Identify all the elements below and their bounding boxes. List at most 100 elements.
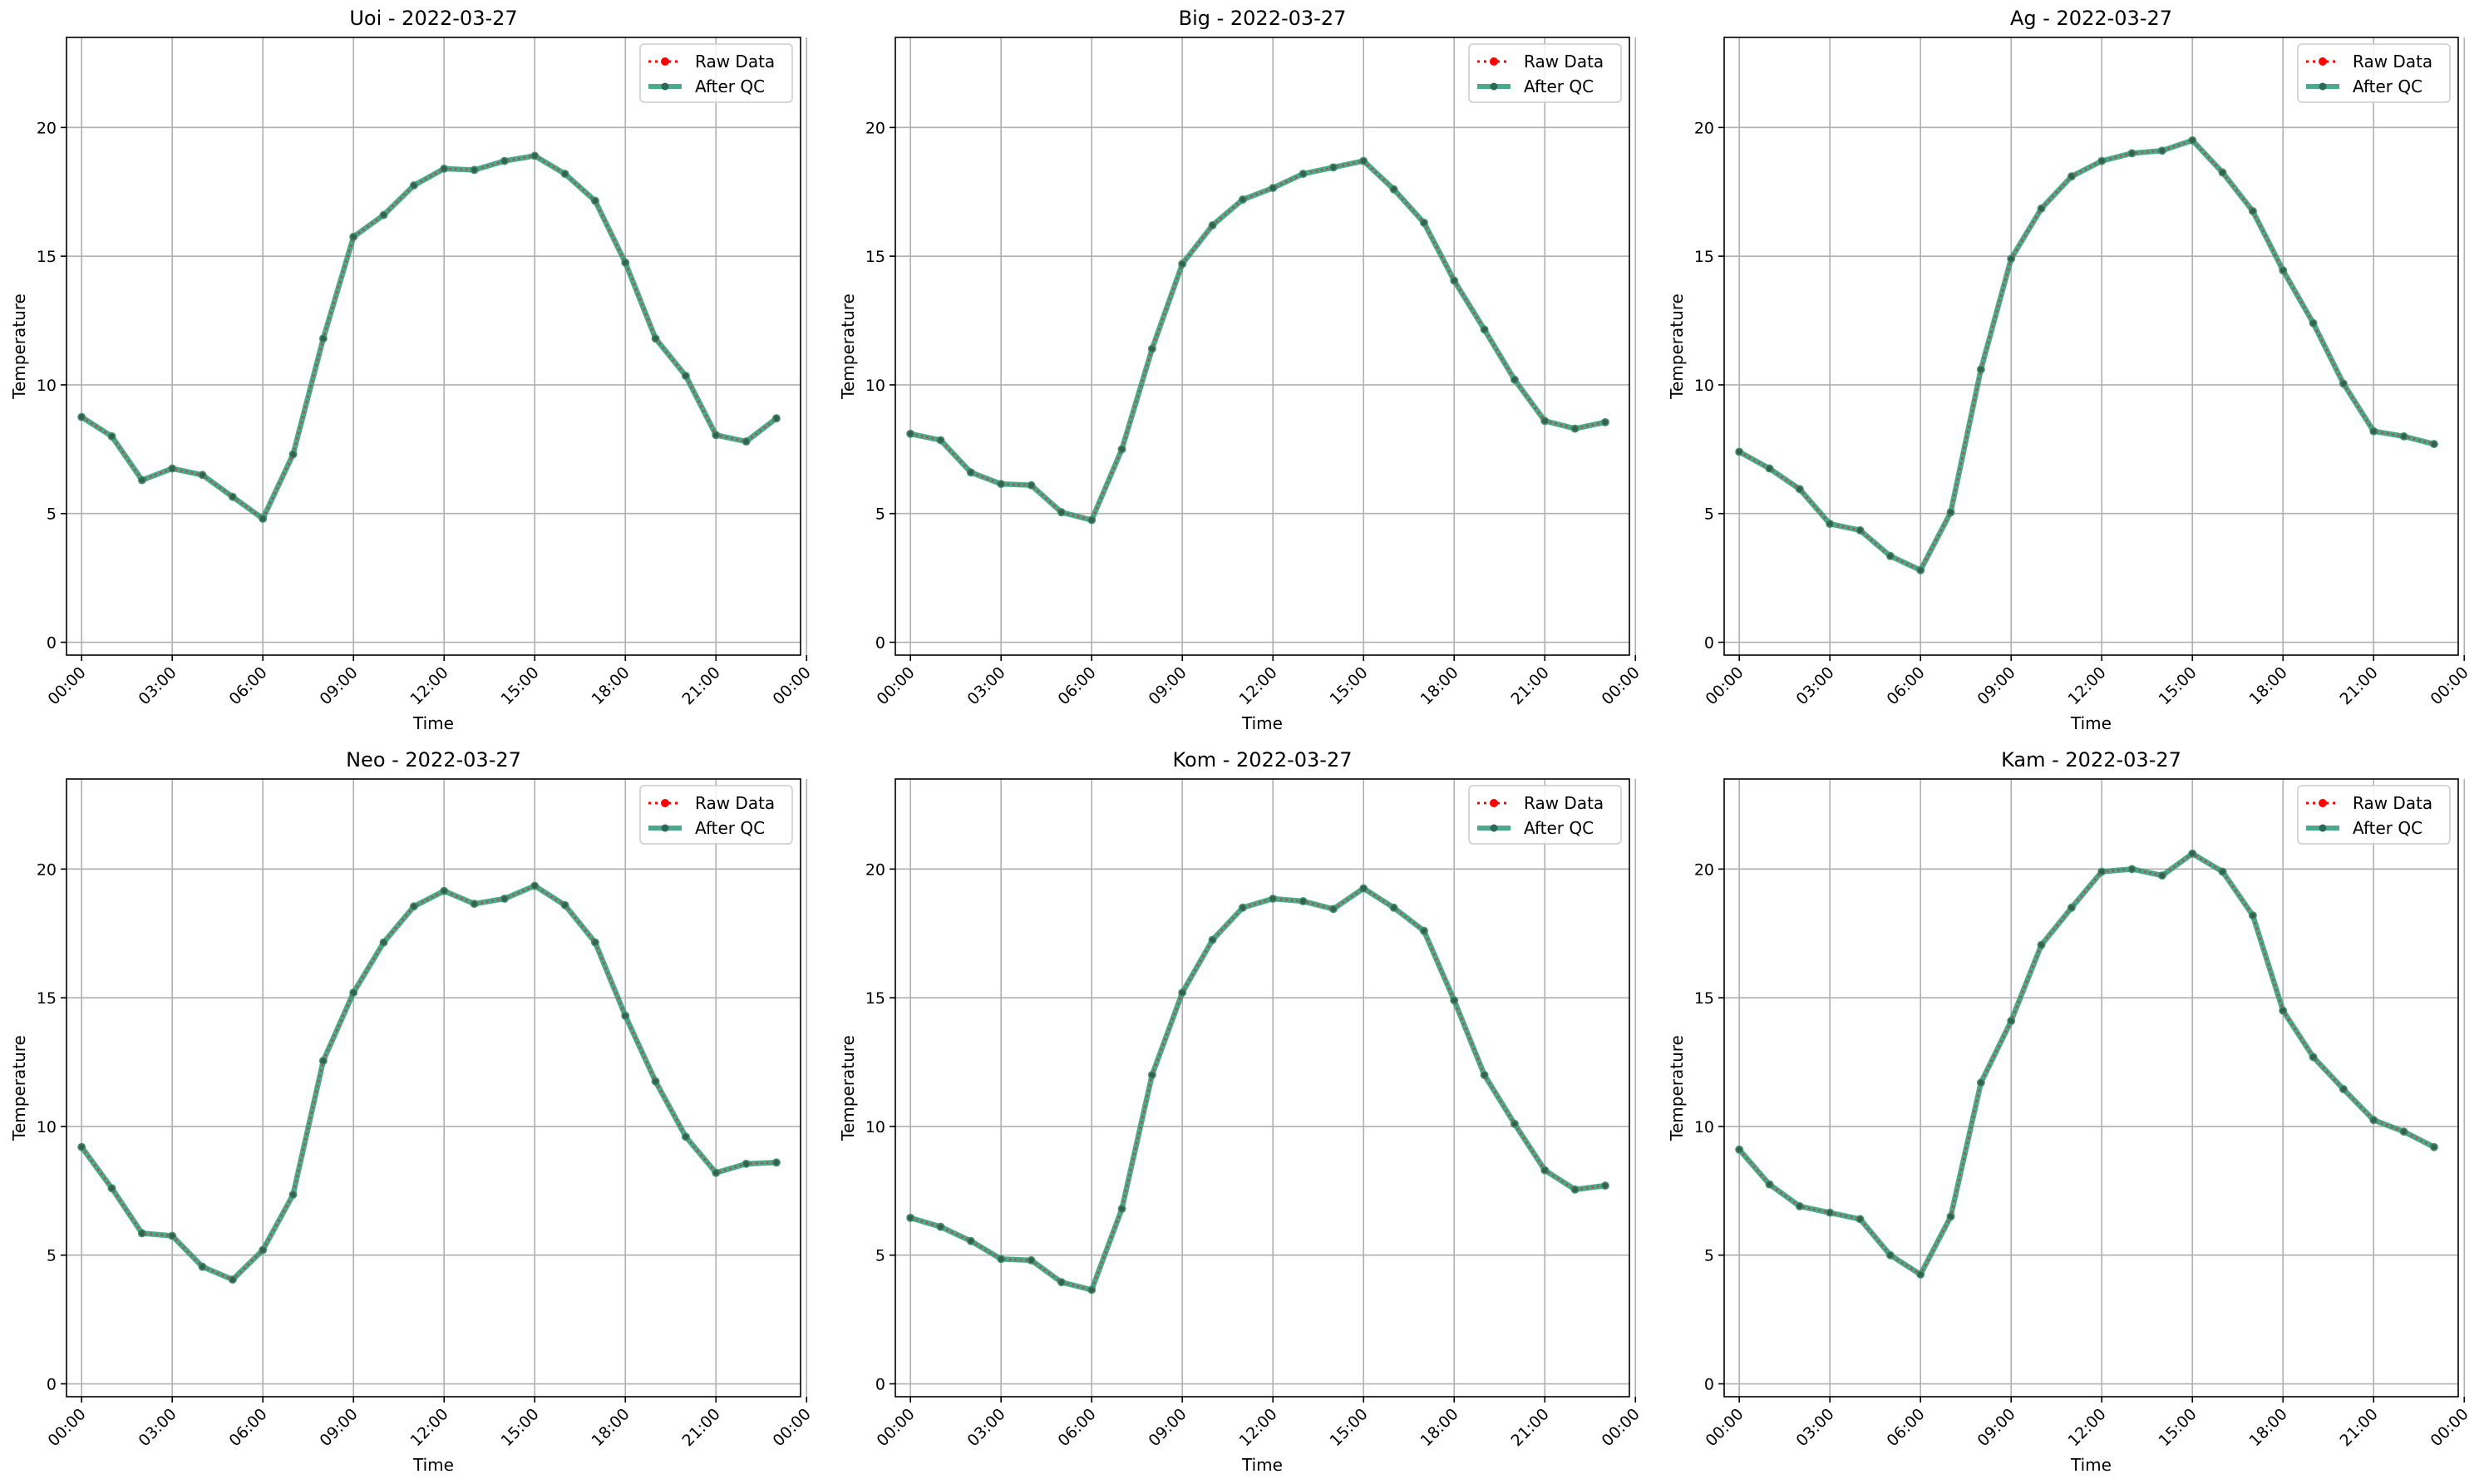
x-tick-label: 18:00 <box>1417 1405 1461 1450</box>
y-tick-label: 10 <box>37 1118 57 1136</box>
data-point-center <box>139 1230 145 1236</box>
x-tick-label: 00:00 <box>873 1405 918 1450</box>
y-tick-label: 15 <box>1694 989 1714 1008</box>
axes-frame <box>895 778 1630 1398</box>
data-point-center <box>1602 1182 1609 1189</box>
data-point-center <box>1088 1287 1095 1293</box>
data-point-center <box>1421 219 1427 226</box>
data-point-center <box>1028 1257 1034 1264</box>
data-point-center <box>351 989 357 996</box>
x-tick-label: 03:00 <box>964 1405 1008 1450</box>
y-tick-label: 5 <box>875 1247 885 1265</box>
y-tick-label: 20 <box>1694 119 1714 137</box>
data-point-center <box>998 481 1004 487</box>
data-point-center <box>1767 466 1772 471</box>
data-point-center <box>2431 441 2437 447</box>
x-tick-label: 09:00 <box>1974 1405 2018 1450</box>
legend-marker-raw <box>661 57 669 66</box>
x-tick-label: 00:00 <box>2427 1405 2472 1450</box>
data-point-center <box>1796 1203 1803 1210</box>
legend-marker-after-qc <box>661 82 669 91</box>
series-line-after-qc <box>907 158 1609 523</box>
x-tick-label: 03:00 <box>135 663 180 708</box>
y-tick-label: 10 <box>865 1118 885 1136</box>
x-tick-label: 06:00 <box>1883 663 1928 708</box>
data-point-center <box>2250 208 2256 214</box>
series-line-raw <box>81 155 777 520</box>
x-tick-label: 21:00 <box>679 1405 724 1450</box>
data-point-center <box>290 1191 296 1198</box>
data-point-center <box>2371 428 2377 434</box>
x-tick-label: 09:00 <box>1974 663 2018 708</box>
data-point-center <box>501 895 508 902</box>
y-tick-label: 20 <box>37 860 57 879</box>
data-point-center <box>623 1013 628 1019</box>
data-point-center <box>2280 267 2286 274</box>
y-axis-label: Temperature <box>9 1035 29 1141</box>
y-tick-label: 15 <box>865 248 885 266</box>
data-point-center <box>562 902 568 908</box>
y-axis-label: Temperature <box>1667 1035 1687 1141</box>
data-point-center <box>2099 869 2105 875</box>
x-axis-label: Time <box>1241 713 1283 733</box>
data-point-center <box>1149 1072 1156 1078</box>
legend-label-raw: Raw Data <box>2353 52 2432 71</box>
data-point-center <box>259 1247 266 1253</box>
x-tick-label: 06:00 <box>1054 663 1099 708</box>
data-point-center <box>1391 905 1397 910</box>
x-tick-label: 12:00 <box>407 663 451 708</box>
y-tick-label: 0 <box>875 1376 885 1394</box>
x-tick-label: 00:00 <box>770 663 815 708</box>
data-point-center <box>1210 222 1215 229</box>
data-point-center <box>1572 1186 1578 1192</box>
series-line-after-qc <box>78 153 780 522</box>
legend-label-after-qc: After QC <box>2353 76 2422 96</box>
data-point-center <box>1736 1146 1742 1153</box>
data-point-center <box>1270 895 1276 902</box>
x-tick-label: 06:00 <box>1054 1405 1099 1450</box>
series-line-after-qc <box>1736 850 2437 1278</box>
x-tick-label: 15:00 <box>2155 1405 2200 1450</box>
x-tick-label: 15:00 <box>497 663 542 708</box>
data-point-center <box>1240 905 1246 910</box>
data-point-center <box>1180 261 1185 267</box>
data-point-center <box>381 939 387 945</box>
data-point-center <box>1796 486 1803 492</box>
x-tick-label: 18:00 <box>2245 663 2290 708</box>
x-tick-label: 12:00 <box>2064 1405 2109 1450</box>
data-point-center <box>2159 872 2166 879</box>
data-point-center <box>1826 520 1833 527</box>
x-tick-label: 21:00 <box>1508 663 1553 708</box>
data-point-center <box>2220 869 2225 875</box>
data-point-center <box>200 472 205 478</box>
x-tick-label: 18:00 <box>588 1405 633 1450</box>
legend-label-after-qc: After QC <box>1524 818 1594 838</box>
data-point-center <box>2008 256 2014 262</box>
x-tick-label: 03:00 <box>1792 1405 1837 1450</box>
data-point-center <box>2431 1144 2437 1150</box>
data-point-center <box>743 438 749 445</box>
data-point-center <box>1767 1181 1772 1187</box>
data-point-center <box>938 437 944 443</box>
series-line-after-qc <box>1736 137 2437 574</box>
subplot: 00:00 03:00 06:00 09:00 12:00 15:00 18:00 21:00… <box>1667 7 2472 733</box>
data-point-center <box>2250 912 2256 919</box>
data-point-center <box>1361 158 1367 164</box>
legend-label-raw: Raw Data <box>695 52 775 71</box>
data-point-center <box>1240 196 1246 203</box>
data-point-center <box>1451 278 1457 283</box>
x-tick-label: 06:00 <box>225 663 270 708</box>
data-point-center <box>1300 898 1306 905</box>
series-line-after-qc <box>907 885 1609 1293</box>
subplot: 00:00 03:00 06:00 09:00 12:00 15:00 18:00 21:00… <box>1667 748 2472 1475</box>
data-point-center <box>1330 906 1337 912</box>
legend-label-after-qc: After QC <box>695 76 765 96</box>
data-point-center <box>1481 327 1487 333</box>
x-axis-label: Time <box>1241 1455 1283 1475</box>
subplot-title: Big - 2022-03-27 <box>1179 7 1347 30</box>
data-point-center <box>683 1134 689 1140</box>
y-axis-label: Temperature <box>1667 293 1687 400</box>
legend-marker-raw <box>2319 799 2327 807</box>
data-point-center <box>592 198 599 204</box>
x-tick-label: 00:00 <box>2427 663 2472 708</box>
